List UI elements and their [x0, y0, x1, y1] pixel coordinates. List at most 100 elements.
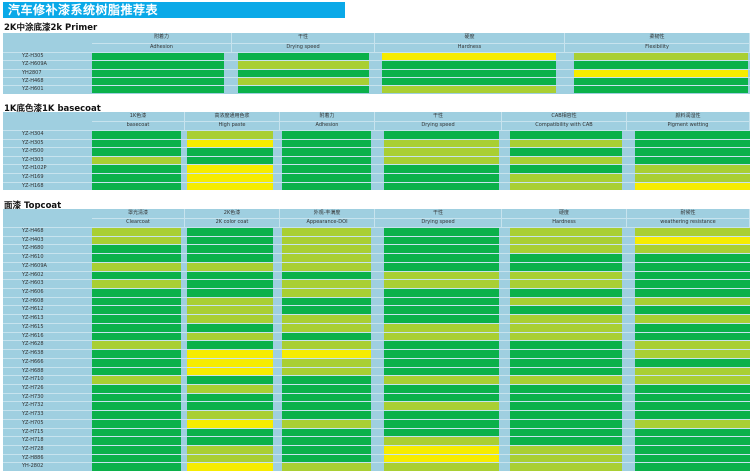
rating-bar: [384, 463, 499, 472]
rating-bar: [187, 402, 273, 411]
row-divider: [3, 418, 750, 420]
rating-bar: [187, 148, 273, 156]
rating-bar: [92, 446, 181, 454]
rating-table: 1K色漆 basecoat 高浓度通用色浆 High paste 附着力 Adhesion…: [3, 112, 750, 191]
table-row: YZ-H666: [3, 357, 750, 367]
product-code: YZ-H688: [22, 367, 44, 374]
table-row: YZ-H608: [3, 296, 750, 306]
product-code: YZ-H638: [22, 350, 44, 357]
product-code: YZ-H628: [22, 341, 44, 348]
rating-bar: [92, 437, 181, 445]
rating-bar: [92, 77, 224, 86]
rating-bar: [92, 139, 181, 148]
rating-bar: [282, 236, 371, 245]
table-row: YZ-H616: [3, 331, 750, 341]
column-header-en: Hardness: [502, 218, 627, 227]
rating-bar: [635, 271, 750, 280]
rating-bar: [92, 289, 181, 297]
rating-bar: [510, 245, 622, 254]
row-divider: [3, 261, 750, 263]
column-header-en: Pigment wetting: [627, 121, 750, 130]
rating-bar: [92, 156, 181, 165]
table-row: YZ-H305: [3, 52, 750, 61]
column-header-en: High paste: [185, 121, 280, 130]
rating-bar: [92, 271, 181, 280]
row-divider: [3, 76, 750, 78]
rating-bar: [510, 446, 622, 454]
rating-bar: [510, 148, 622, 156]
rating-bar: [187, 384, 273, 393]
rating-bar: [510, 165, 622, 173]
column-header-cn: 柔韧性: [565, 33, 750, 43]
column-header-en: Clearcoat: [92, 218, 185, 227]
table-row: YZ-H730: [3, 392, 750, 402]
rating-bar: [187, 165, 273, 173]
column-header-cn: 硬度: [502, 209, 627, 218]
rating-bar: [282, 402, 371, 411]
rating-bar: [187, 428, 273, 437]
product-code: YZ-H102P: [22, 165, 47, 172]
rating-bar: [635, 262, 750, 271]
rating-bar: [635, 376, 750, 384]
rating-bar: [510, 376, 622, 384]
rating-bar: [92, 182, 181, 191]
rating-bar: [92, 411, 181, 419]
row-divider: [3, 173, 750, 174]
rating-bar: [187, 245, 273, 254]
header-divider: [92, 218, 750, 219]
product-code: YZ-H612: [22, 306, 44, 313]
product-code: YZ-H718: [22, 437, 44, 444]
rating-bar: [510, 289, 622, 297]
table-row: YZ-H615: [3, 322, 750, 332]
rating-bar: [635, 156, 750, 165]
row-divider: [3, 52, 750, 53]
rating-bar: [384, 174, 499, 182]
rating-bar: [510, 280, 622, 289]
product-code: YZ-H602: [22, 271, 44, 278]
rating-bar: [187, 376, 273, 384]
table-row: YZ-H612: [3, 305, 750, 315]
rating-bar: [635, 280, 750, 289]
rating-bar: [635, 323, 750, 332]
row-divider: [3, 436, 750, 438]
product-code: YZ-H710: [22, 376, 44, 383]
rating-bar: [635, 341, 750, 350]
rating-bar: [384, 236, 499, 245]
table-row: YZ-H601: [3, 85, 750, 94]
table-row: YZ-H705: [3, 418, 750, 428]
rating-bar: [635, 393, 750, 402]
rating-bar: [187, 419, 273, 428]
rating-bar: [635, 367, 750, 376]
product-code: YZ-H303: [22, 156, 44, 163]
product-code: YH2807: [22, 69, 42, 76]
rating-bar: [92, 174, 181, 182]
table-row: YH2807: [3, 68, 750, 77]
row-divider: [3, 410, 750, 412]
product-code: YZ-H728: [22, 446, 44, 452]
row-divider: [3, 138, 750, 140]
rating-bar: [510, 254, 622, 262]
table-row: YZ-H680: [3, 244, 750, 254]
column-header-en: weathering resistance: [627, 218, 750, 227]
rating-bar: [510, 428, 622, 437]
rating-bar: [574, 61, 748, 69]
rating-bar: [384, 454, 499, 463]
rating-bar: [282, 428, 371, 437]
column-header-en: Drying speed: [375, 121, 502, 130]
rating-bar: [635, 165, 750, 173]
product-code: YZ-H305: [22, 53, 44, 59]
product-code: YZ-H168: [22, 182, 44, 189]
rating-bar: [382, 86, 556, 94]
table-row: YZ-H886: [3, 453, 750, 463]
rating-bar: [238, 69, 369, 77]
rating-bar: [384, 245, 499, 254]
row-divider: [3, 296, 750, 298]
rating-bar: [384, 428, 499, 437]
rating-bar: [92, 228, 181, 236]
rating-bar: [187, 323, 273, 332]
table-row: YZ-H102P: [3, 164, 750, 173]
product-code: YZ-H715: [22, 428, 44, 435]
rating-bar: [635, 454, 750, 463]
table-row: YZ-H168: [3, 181, 750, 191]
rating-bar: [92, 254, 181, 262]
